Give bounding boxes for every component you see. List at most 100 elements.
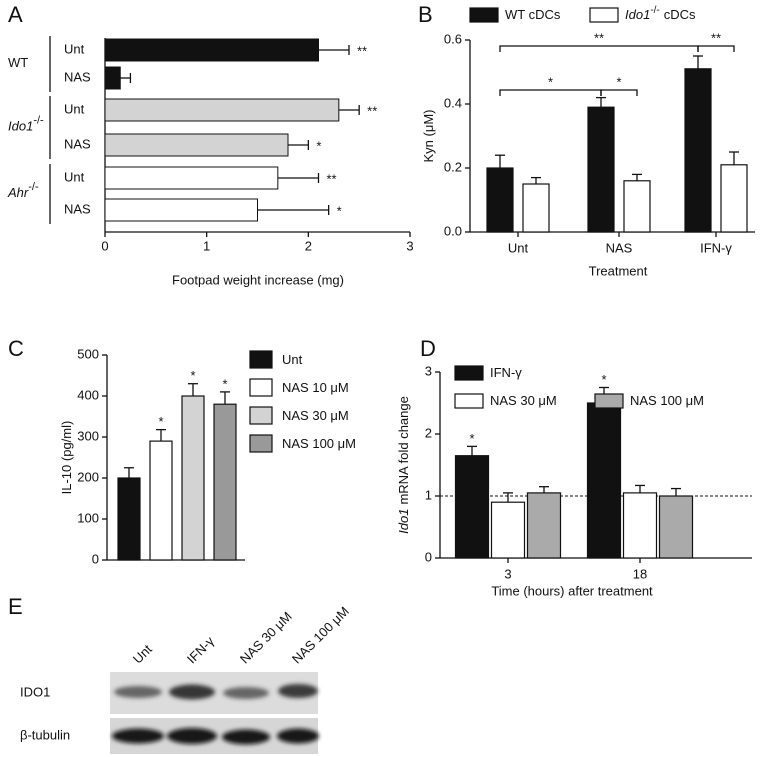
panel-letter: A [8,2,23,27]
y-tick-label: 100 [77,510,99,525]
group-label: Ido1-/- [8,114,44,134]
bar [104,98,340,122]
y-tick-label: 0.6 [444,31,462,46]
y-axis-title-italic: Ido1 [396,509,411,534]
y-tick-label: NAS [64,136,91,151]
y-tick-label: Unt [64,101,85,116]
significance: * [601,372,606,387]
x-tick-label: 3 [406,238,413,253]
legend-swatch [469,7,499,23]
x-tick-label: 0 [101,238,108,253]
x-tick-label: 3 [504,566,511,581]
y-tick-label: 300 [77,428,99,443]
legend-label: NAS 100 μM [630,393,704,408]
y-axis-title: Kyn (μM) [421,110,436,163]
legend-swatch [454,365,484,381]
bar [454,455,490,559]
y-axis-title-rest: mRNA fold change [396,396,411,504]
y-tick-label: 0.2 [444,159,462,174]
blot-bands [112,684,319,745]
band [277,728,319,744]
bar [486,167,514,233]
band [114,686,162,698]
lane-label: NAS 30 μM [237,609,295,667]
bar [522,183,550,233]
group-name: WT [8,55,28,70]
legend-label: NAS 10 μM [282,380,349,395]
panel-letter: E [8,594,23,619]
bar [181,395,205,561]
significance: * [190,368,195,383]
y-axis-title: IL-10 (pg/ml) [59,421,74,495]
x-axis-title: Footpad weight increase (mg) [172,272,344,287]
y-tick-label: NAS [64,69,91,84]
legend-label: WT cDCs [505,7,561,22]
lane-label: Unt [130,641,155,666]
y-tick-label: 2 [425,425,432,440]
x-tick-label: 2 [305,238,312,253]
legend-label: NAS 30 μM [490,393,557,408]
y-axis-title-text: IL-10 (pg/ml) [59,421,74,495]
comparison-bracket [499,89,602,96]
significance: * [222,376,227,391]
legend-label: Unt [282,352,303,367]
y-tick-label: 0 [92,551,99,566]
bar [104,133,289,157]
significance: * [616,74,621,89]
y-tick-label: NAS [64,201,91,216]
legend-name: Ido1 [625,7,650,22]
legend-swatch [249,350,273,369]
x-tick-label: 1 [203,238,210,253]
x-axis-title: Treatment [589,263,648,278]
comparison-bracket [499,45,699,52]
bar [104,166,279,190]
legend-swatch [249,434,273,453]
x-tick-label: 18 [633,566,647,581]
band [169,684,215,700]
y-tick-label: 200 [77,469,99,484]
band [222,729,270,745]
significance: ** [357,43,367,58]
y-tick-label: 400 [77,387,99,402]
legend-swatch [454,393,484,409]
lane-label: IFN-γ [184,633,217,666]
band [167,728,217,744]
band [223,687,269,699]
legend-label: Ido1-/- cDCs [625,5,696,23]
significance: ** [594,30,604,45]
legend-label: NAS 100 μM [282,436,356,451]
bar [490,501,526,559]
y-tick-label: 0.0 [444,223,462,238]
bar [104,38,319,62]
y-axis-title: Ido1 mRNA fold change [396,396,411,534]
bar [104,198,258,222]
x-tick-label: Unt [508,240,529,255]
y-tick-label: Unt [64,41,85,56]
legend-name: WT cDCs [505,7,561,22]
legend-suffix: cDCs [664,7,696,22]
panel-letter: C [8,336,24,361]
bar [213,403,237,561]
legend-name: NAS 100 μM [630,393,704,408]
panel-letter: D [420,336,436,361]
legend-swatch [589,7,619,23]
group-name: Ahr [7,185,29,200]
bar [720,164,748,233]
bar [684,68,712,233]
bar [622,492,658,559]
x-tick-label: IFN-γ [700,240,732,255]
significance: * [337,203,342,218]
legend-name: IFN-γ [490,365,522,380]
bar [587,106,615,233]
y-tick-label: Unt [64,169,85,184]
y-tick-label: 500 [77,346,99,361]
legend-sup: -/- [650,5,659,16]
legend-label: NAS 30 μM [282,408,349,423]
bar [526,492,562,559]
y-tick-label: 0 [425,549,432,564]
y-tick-label: 0.4 [444,95,462,110]
y-tick-label: 3 [425,363,432,378]
y-axis-title-text: Kyn (μM) [421,110,436,163]
